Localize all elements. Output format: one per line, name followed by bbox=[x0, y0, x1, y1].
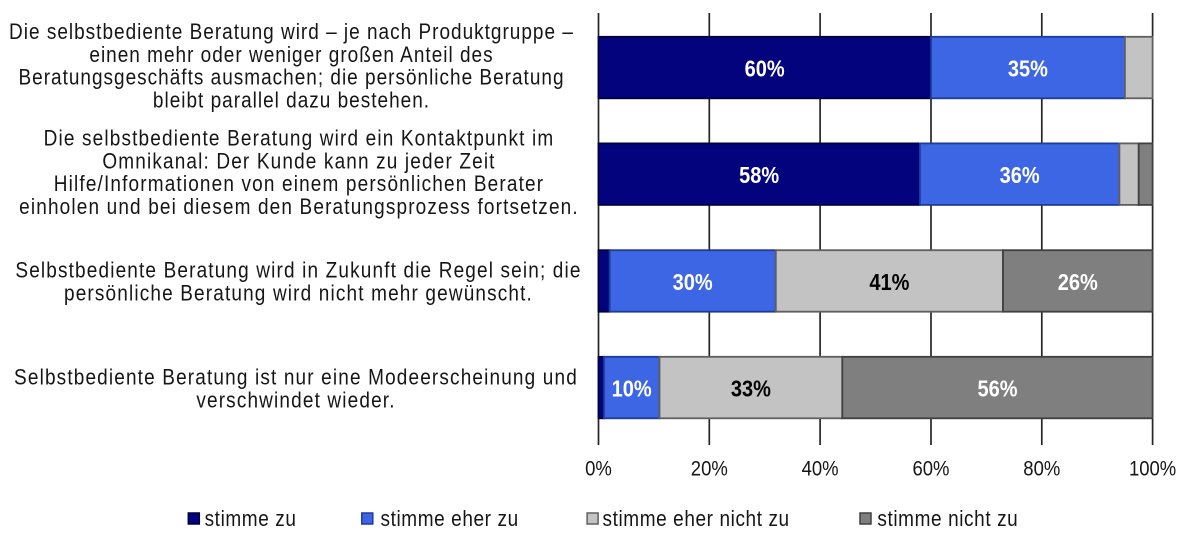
svg-text:verschwindet wieder.: verschwindet wieder. bbox=[196, 388, 395, 413]
svg-text:0%: 0% bbox=[585, 457, 612, 480]
svg-text:Selbstbediente Beratung wird i: Selbstbediente Beratung wird in Zukunft … bbox=[15, 258, 581, 283]
svg-text:35%: 35% bbox=[1008, 55, 1048, 82]
svg-text:Hilfe/Informationen von einem: Hilfe/Informationen von einem persönlich… bbox=[54, 172, 544, 197]
svg-text:stimme eher nicht zu: stimme eher nicht zu bbox=[603, 507, 790, 532]
svg-text:stimme zu: stimme zu bbox=[205, 507, 297, 532]
svg-text:20%: 20% bbox=[691, 457, 728, 480]
svg-text:Die selbstbediente Beratung wi: Die selbstbediente Beratung wird – je na… bbox=[9, 20, 574, 45]
svg-text:Omnikanal: Der Kunde kann zu j: Omnikanal: Der Kunde kann zu jeder Zeit bbox=[102, 149, 495, 174]
svg-text:Beratungsgeschäfts ausmachen;: Beratungsgeschäfts ausmachen; die persön… bbox=[18, 65, 564, 90]
svg-text:10%: 10% bbox=[612, 375, 652, 402]
svg-text:60%: 60% bbox=[912, 457, 949, 480]
svg-text:40%: 40% bbox=[802, 457, 839, 480]
svg-text:persönliche Beratung wird nich: persönliche Beratung wird nicht mehr gew… bbox=[64, 281, 533, 306]
svg-text:einen mehr oder weniger großen: einen mehr oder weniger großen Anteil de… bbox=[89, 43, 493, 68]
svg-text:bleibt parallel dazu bestehen.: bleibt parallel dazu bestehen. bbox=[153, 88, 430, 113]
svg-text:stimme nicht zu: stimme nicht zu bbox=[877, 507, 1018, 532]
svg-text:58%: 58% bbox=[739, 162, 779, 189]
svg-text:60%: 60% bbox=[745, 55, 785, 82]
svg-text:100%: 100% bbox=[1129, 457, 1176, 480]
svg-text:Die selbstbediente Beratung wi: Die selbstbediente Beratung wird ein Kon… bbox=[44, 126, 555, 151]
svg-text:56%: 56% bbox=[977, 375, 1017, 402]
svg-text:30%: 30% bbox=[673, 269, 713, 296]
svg-text:26%: 26% bbox=[1058, 269, 1098, 296]
svg-text:stimme eher zu: stimme eher zu bbox=[381, 507, 519, 532]
svg-text:41%: 41% bbox=[869, 269, 909, 296]
svg-text:80%: 80% bbox=[1023, 457, 1060, 480]
svg-text:36%: 36% bbox=[1000, 162, 1040, 189]
svg-text:Selbstbediente Beratung ist nu: Selbstbediente Beratung ist nur eine Mod… bbox=[14, 365, 578, 390]
svg-text:33%: 33% bbox=[731, 375, 771, 402]
svg-text:einholen und bei diesem den Be: einholen und bei diesem den Beratungspro… bbox=[19, 195, 579, 220]
